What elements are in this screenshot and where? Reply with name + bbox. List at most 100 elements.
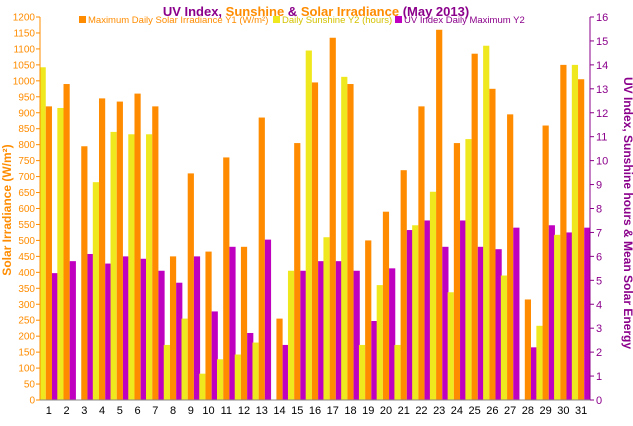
x-tick-label: 9 [188, 405, 194, 417]
legend-label-0: Maximum Daily Solar Irradiance Y1 (W/m²) [88, 15, 268, 26]
bar-uv-day-29 [548, 225, 555, 400]
bar-sunshine-day-16 [305, 50, 312, 400]
bar-irradiance-day-11 [223, 157, 230, 400]
y-tick-label: 950 [18, 92, 35, 103]
y2-tick-label: 8 [596, 204, 602, 216]
chart-title-part-4: (May 2013) [399, 4, 469, 19]
bar-uv-day-4 [105, 263, 112, 400]
y-tick-label: 550 [18, 220, 35, 231]
bar-uv-day-30 [566, 232, 573, 400]
x-tick-label: 14 [273, 405, 285, 417]
y2-tick-label: 1 [596, 371, 602, 383]
bar-sunshine-day-31 [571, 64, 579, 401]
bar-sunshine-day-18 [341, 76, 348, 400]
bar-sunshine-day-13 [252, 342, 259, 400]
legend-swatch-2 [395, 16, 402, 23]
bar-irradiance-day-9 [187, 173, 194, 400]
y-axis-label: Solar Irradiance (W/m²) [0, 144, 14, 275]
y-tick-label: 800 [18, 140, 35, 151]
bar-sunshine-day-9 [181, 318, 188, 400]
y2-tick-label: 13 [596, 84, 608, 96]
bars [39, 29, 591, 401]
bar-irradiance-day-18 [347, 84, 354, 400]
chart-title-part-3: Solar Irradiance [301, 4, 399, 19]
bar-irradiance-day-28 [524, 299, 531, 400]
bar-sunshine-day-6 [128, 134, 135, 401]
bar-uv-day-22 [424, 220, 431, 400]
bar-sunshine-day-24 [447, 292, 454, 400]
y2-tick-label: 4 [596, 299, 602, 311]
chart-title-part-1: Sunshine [226, 4, 285, 19]
bar-uv-day-26 [495, 249, 502, 400]
x-tick-label: 21 [398, 405, 410, 417]
y2-tick-label: 9 [596, 180, 602, 192]
y-tick-label: 150 [18, 348, 35, 359]
bar-uv-day-15 [300, 270, 307, 400]
x-tick-label: 29 [540, 405, 552, 417]
bar-irradiance-day-27 [507, 114, 514, 400]
bar-irradiance-day-4 [99, 98, 106, 400]
bar-irradiance-day-10 [205, 251, 212, 400]
y2-tick-label: 7 [596, 227, 602, 239]
y-tick-label: 400 [18, 268, 35, 279]
y2-tick-label: 12 [596, 108, 608, 120]
x-tick-label: 27 [504, 405, 516, 417]
bar-uv-day-3 [87, 253, 94, 400]
y-tick-label: 50 [24, 380, 36, 391]
bar-irradiance-day-7 [152, 106, 159, 401]
bar-irradiance-day-1 [45, 106, 52, 401]
bar-irradiance-day-25 [471, 53, 478, 400]
bar-irradiance-day-20 [382, 211, 390, 400]
x-tick-label: 23 [433, 405, 445, 417]
y-tick-label: 600 [18, 204, 35, 215]
bar-uv-day-19 [371, 321, 378, 400]
bar-irradiance-day-15 [294, 143, 301, 400]
bar-irradiance-day-22 [418, 106, 425, 401]
bar-sunshine-day-23 [429, 191, 437, 400]
bar-sunshine-day-20 [376, 285, 383, 400]
bar-uv-day-11 [229, 246, 236, 400]
bar-irradiance-day-17 [329, 37, 336, 400]
x-tick-label: 22 [415, 405, 427, 417]
y-tick-label: 1050 [13, 60, 36, 71]
y-tick-label: 350 [18, 284, 35, 295]
bar-irradiance-day-14 [276, 318, 283, 400]
chart-title-part-2: & [284, 4, 301, 19]
bar-irradiance-day-8 [169, 256, 177, 401]
y-tick-label: 250 [18, 316, 35, 327]
bar-sunshine-day-27 [500, 275, 508, 400]
bar-sunshine-day-26 [483, 45, 490, 400]
y2-tick-label: 3 [596, 323, 602, 335]
bar-uv-day-31 [584, 227, 591, 400]
bar-sunshine-day-4 [92, 182, 99, 400]
bar-irradiance-day-24 [453, 143, 461, 400]
bar-uv-day-20 [389, 268, 396, 400]
y-tick-label: 700 [18, 172, 35, 183]
legend-swatch-0 [79, 16, 86, 23]
x-tick-label: 10 [202, 405, 214, 417]
x-tick-label: 30 [557, 405, 569, 417]
bar-irradiance-day-26 [489, 88, 496, 400]
y-tick-label: 0 [29, 396, 35, 407]
bar-irradiance-day-3 [81, 146, 88, 400]
bar-uv-day-13 [264, 239, 272, 400]
x-tick-label: 19 [362, 405, 374, 417]
bar-sunshine-day-21 [394, 344, 401, 400]
y-tick-label: 650 [18, 188, 35, 199]
bar-irradiance-day-12 [240, 246, 248, 400]
bar-uv-day-14 [282, 344, 289, 400]
x-tick-label: 20 [380, 405, 392, 417]
bar-uv-day-2 [69, 261, 76, 400]
bar-sunshine-day-7 [146, 134, 153, 401]
bar-uv-day-23 [442, 246, 449, 400]
x-tick-label: 4 [99, 405, 105, 417]
bar-uv-day-25 [477, 246, 484, 400]
x-tick-label: 3 [81, 405, 87, 417]
bar-uv-day-12 [247, 332, 254, 400]
bar-irradiance-day-19 [365, 240, 372, 400]
bar-uv-day-10 [211, 311, 218, 400]
x-tick-label: 5 [117, 405, 123, 417]
y-tick-label: 900 [18, 108, 35, 119]
bar-irradiance-day-30 [560, 64, 567, 401]
